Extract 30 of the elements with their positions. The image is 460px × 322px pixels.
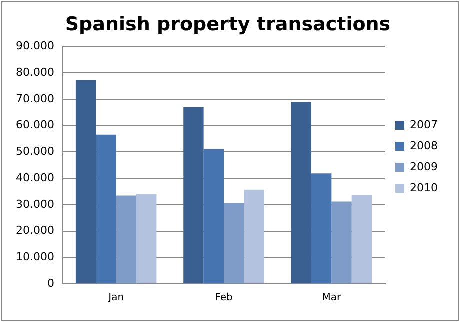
y-tick-label: 90.000 bbox=[16, 40, 54, 53]
legend-label: 2008 bbox=[410, 139, 438, 152]
bar bbox=[76, 80, 96, 284]
y-tick-label: 80.000 bbox=[16, 66, 54, 80]
y-tick-label: 40.000 bbox=[16, 171, 54, 184]
bar bbox=[352, 195, 372, 284]
y-tick-label: 0 bbox=[47, 276, 54, 290]
y-tick-label: 60.000 bbox=[16, 118, 54, 132]
legend-label: 2010 bbox=[410, 181, 438, 194]
bar bbox=[244, 190, 264, 284]
chart-title: Spanish property transactions bbox=[65, 13, 391, 36]
y-tick-label: 30.000 bbox=[16, 198, 54, 211]
bar bbox=[224, 203, 244, 284]
x-tick-label: Jan bbox=[108, 292, 124, 304]
x-tick-label: Feb bbox=[215, 292, 233, 304]
bar bbox=[291, 102, 312, 284]
bar bbox=[332, 202, 352, 284]
bar bbox=[136, 194, 157, 284]
bar bbox=[184, 107, 204, 284]
bar bbox=[96, 134, 116, 284]
y-tick-label: 50.000 bbox=[16, 145, 54, 158]
x-tick-label: Mar bbox=[322, 292, 342, 304]
legend-label: 2009 bbox=[410, 160, 438, 174]
bar bbox=[311, 174, 332, 284]
y-tick-label: 20.000 bbox=[16, 224, 54, 238]
bar bbox=[116, 196, 137, 284]
y-tick-label: 10.000 bbox=[16, 250, 54, 264]
legend-label: 2007 bbox=[410, 118, 438, 132]
bar bbox=[204, 149, 224, 284]
y-tick-label: 70.000 bbox=[16, 92, 54, 106]
